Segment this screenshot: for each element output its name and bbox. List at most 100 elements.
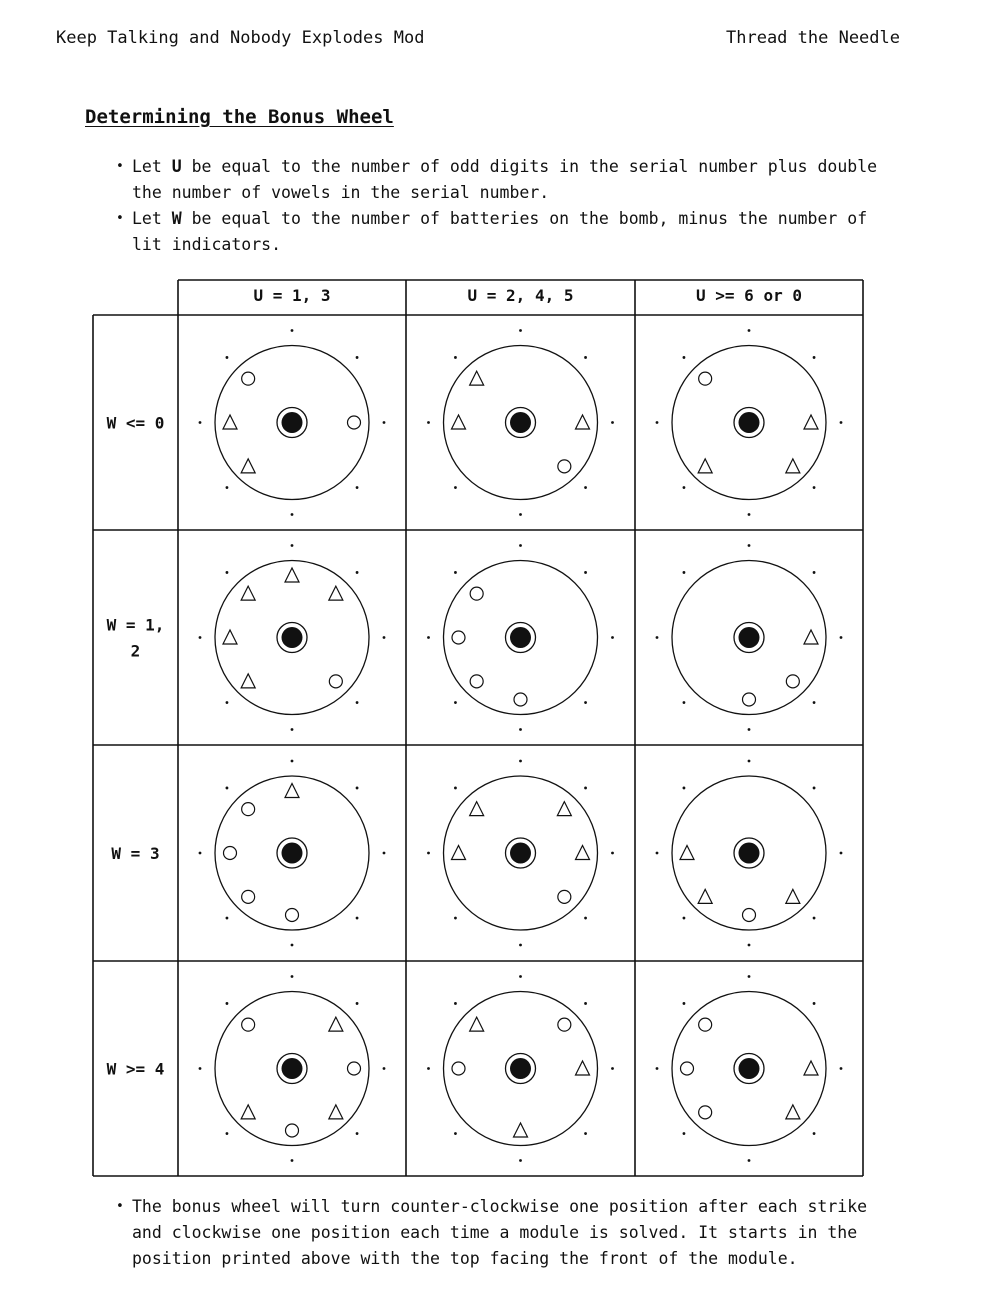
circle-marker xyxy=(785,674,800,689)
triangle-marker xyxy=(240,672,257,689)
position-dot xyxy=(355,571,359,574)
row-header: 2 xyxy=(131,642,141,661)
triangle-marker xyxy=(468,800,485,817)
position-dot xyxy=(454,571,457,574)
triangle-marker xyxy=(697,887,714,904)
position-dot xyxy=(427,1067,430,1070)
wheel-rim xyxy=(214,990,370,1147)
circle-marker xyxy=(679,1061,695,1076)
wheel-hub xyxy=(281,412,303,433)
wheel-hub xyxy=(510,627,531,648)
wheel-hub xyxy=(738,627,760,648)
triangle-marker xyxy=(803,1059,819,1076)
triangle-marker xyxy=(803,413,819,430)
row-header: W = 3 xyxy=(111,844,159,863)
triangle-marker xyxy=(697,457,714,474)
triangle-marker xyxy=(222,413,238,430)
position-dot xyxy=(382,421,386,424)
position-dot xyxy=(682,486,686,489)
position-dot xyxy=(812,701,816,704)
position-dot xyxy=(519,759,522,763)
triangle-marker xyxy=(512,1121,529,1138)
position-dot xyxy=(454,701,457,704)
circle-marker xyxy=(241,371,256,386)
position-dot xyxy=(747,975,751,978)
position-dot xyxy=(839,421,843,424)
wheel-rim xyxy=(442,990,599,1147)
wheel-hub-ring xyxy=(504,1052,537,1085)
position-dot xyxy=(290,759,294,763)
position-dot xyxy=(427,421,430,424)
bonus-wheel-table: U = 1, 3 U = 2, 4, 5 U >= 6 or 0 W <= 0 W = … xyxy=(92,279,868,1181)
position-dot xyxy=(655,421,659,424)
position-dot xyxy=(225,916,229,920)
position-dot xyxy=(427,851,430,855)
wheel-hub xyxy=(510,842,531,864)
wheel-hub xyxy=(281,842,303,864)
wheel-hub-ring xyxy=(276,621,308,654)
triangle-marker xyxy=(468,1015,485,1032)
wheel-hub xyxy=(738,842,760,864)
position-dot xyxy=(611,421,614,424)
position-dot xyxy=(682,786,686,790)
circle-marker xyxy=(284,1123,300,1138)
position-dot xyxy=(225,356,229,359)
position-dot xyxy=(290,943,294,947)
triangle-marker xyxy=(450,844,467,861)
wheel-rim xyxy=(442,775,599,931)
triangle-marker xyxy=(284,782,300,799)
position-dot xyxy=(839,636,843,639)
position-dot xyxy=(519,943,522,947)
triangle-marker xyxy=(450,413,467,430)
position-dot xyxy=(655,636,659,639)
circle-marker xyxy=(557,459,572,474)
position-dot xyxy=(290,728,294,731)
position-dot xyxy=(812,786,816,790)
position-dot xyxy=(655,1067,659,1070)
circle-marker xyxy=(698,1105,713,1120)
position-dot xyxy=(812,356,816,359)
position-dot xyxy=(454,1002,457,1005)
position-dot xyxy=(290,975,294,978)
position-dot xyxy=(747,1159,751,1162)
circle-marker xyxy=(241,889,256,904)
position-dot xyxy=(225,1132,229,1135)
triangle-marker xyxy=(574,1059,591,1076)
position-dot xyxy=(355,356,359,359)
header-module-title: Keep Talking and Nobody Explodes Mod xyxy=(56,28,425,48)
rule-item: Let U be equal to the number of odd digi… xyxy=(116,154,892,206)
position-dot xyxy=(584,1132,587,1135)
position-dot xyxy=(519,1159,522,1162)
wheel-rim xyxy=(214,775,370,931)
circle-marker xyxy=(241,1017,256,1032)
header-page-title: Thread the Needle xyxy=(726,28,900,48)
position-dot xyxy=(584,1002,587,1005)
triangle-marker xyxy=(222,628,238,645)
position-dot xyxy=(355,1132,359,1135)
wheel-hub-ring xyxy=(733,621,765,654)
position-dot xyxy=(290,1159,294,1162)
position-dot xyxy=(225,571,229,574)
position-dot xyxy=(355,1002,359,1005)
position-dot xyxy=(682,571,686,574)
triangle-marker xyxy=(327,584,344,601)
row-header: W <= 0 xyxy=(107,414,165,433)
wheel-hub-ring xyxy=(504,621,537,654)
position-dot xyxy=(584,786,587,790)
triangle-marker xyxy=(574,844,591,861)
position-dot xyxy=(454,1132,457,1135)
triangle-marker xyxy=(240,584,257,601)
position-dot xyxy=(747,943,751,947)
position-dot xyxy=(225,786,229,790)
triangle-marker xyxy=(327,1015,344,1032)
position-dot xyxy=(519,513,522,516)
circle-marker xyxy=(557,889,572,904)
row-header: W >= 4 xyxy=(107,1060,165,1079)
circle-marker xyxy=(451,1061,466,1076)
position-dot xyxy=(839,1067,843,1070)
triangle-marker xyxy=(803,628,819,645)
position-dot xyxy=(290,329,294,332)
position-dot xyxy=(682,1132,686,1135)
position-dot xyxy=(812,916,816,920)
circle-marker xyxy=(513,692,528,707)
